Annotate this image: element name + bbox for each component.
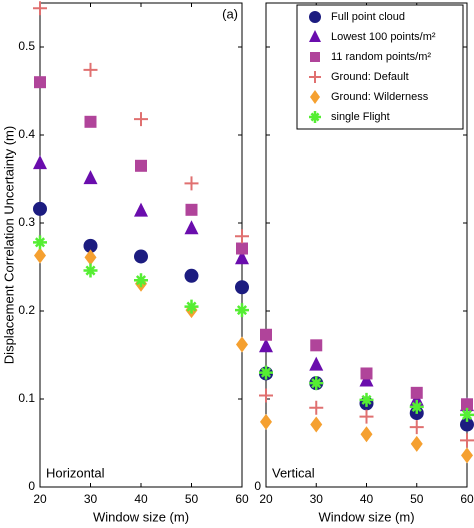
marker — [235, 303, 249, 318]
marker — [184, 299, 199, 314]
marker — [83, 62, 98, 77]
marker — [34, 76, 46, 89]
marker — [460, 433, 474, 448]
marker — [460, 407, 474, 422]
y-axis-label: Displacement Correlation Uncertainty (m) — [1, 126, 16, 364]
y-tick-label: 0.3 — [18, 215, 35, 229]
legend-label: Lowest 100 points/m² — [331, 31, 436, 43]
marker — [83, 263, 98, 278]
legend-marker — [309, 111, 321, 123]
x-axis-label: Window size (m) — [93, 509, 189, 524]
marker — [259, 338, 273, 353]
x-tick-label: 20 — [33, 492, 47, 506]
legend-marker — [309, 11, 321, 23]
legend — [296, 4, 464, 130]
legend-label: single Flight — [331, 111, 390, 123]
x-tick-label: 60 — [460, 492, 474, 506]
x-tick-label: 40 — [134, 492, 148, 506]
marker — [259, 388, 273, 403]
x-tick-label: 20 — [259, 492, 273, 506]
y-tick-label: 0 — [28, 479, 35, 493]
x-tick-label: 30 — [310, 492, 324, 506]
marker — [33, 155, 47, 170]
marker — [310, 339, 323, 352]
y-tick-label: 0 — [254, 479, 261, 493]
marker — [33, 235, 47, 250]
marker — [359, 409, 374, 424]
marker — [461, 398, 473, 411]
x-tick-label: 40 — [360, 492, 374, 506]
marker — [134, 112, 148, 127]
y-tick-label: 0.4 — [18, 127, 35, 141]
marker — [184, 220, 199, 235]
marker — [184, 176, 199, 191]
marker — [360, 426, 373, 443]
y-tick-label: 0.5 — [18, 39, 35, 53]
marker — [84, 115, 97, 128]
marker — [359, 372, 374, 387]
marker — [184, 268, 199, 283]
x-tick-label: 60 — [235, 492, 249, 506]
marker — [310, 416, 323, 433]
legend-marker — [309, 30, 321, 42]
marker — [410, 435, 423, 452]
legend-marker — [309, 71, 321, 83]
marker — [185, 203, 198, 216]
y-tick-label: 0.2 — [18, 303, 35, 317]
legend-label: Ground: Default — [331, 71, 409, 83]
marker — [134, 202, 148, 217]
marker — [259, 365, 273, 380]
marker — [236, 242, 248, 255]
marker — [461, 447, 473, 464]
marker — [260, 413, 272, 430]
marker — [83, 170, 98, 185]
legend-marker — [310, 90, 320, 104]
marker — [33, 1, 47, 16]
legend-label: Full point cloud — [331, 11, 405, 23]
panel-annotation: (a) — [222, 6, 238, 21]
marker — [134, 273, 148, 288]
marker — [460, 417, 474, 432]
marker — [409, 399, 424, 414]
marker — [235, 280, 249, 295]
marker — [235, 250, 249, 265]
marker — [309, 356, 324, 371]
marker — [260, 328, 272, 341]
legend-marker — [310, 52, 320, 62]
marker — [134, 249, 148, 264]
x-tick-label: 50 — [185, 492, 199, 506]
y-tick-label: 0.1 — [18, 391, 35, 405]
plot-frame — [39, 2, 243, 488]
panel-label: Vertical — [272, 465, 315, 480]
marker — [236, 336, 248, 353]
marker — [83, 238, 98, 253]
marker — [309, 376, 324, 391]
x-axis-label: Window size (m) — [318, 509, 414, 524]
marker — [410, 386, 423, 399]
x-tick-label: 50 — [410, 492, 424, 506]
marker — [359, 392, 374, 407]
marker — [309, 400, 324, 415]
marker — [360, 367, 373, 380]
marker — [33, 201, 47, 216]
marker — [135, 159, 147, 172]
x-tick-label: 30 — [84, 492, 98, 506]
panel-label: Horizontal — [46, 465, 105, 480]
marker — [84, 249, 97, 266]
legend-label: Ground: Wilderness — [331, 91, 429, 103]
legend-label: 11 random points/m² — [331, 51, 431, 63]
marker — [409, 420, 424, 435]
marker — [34, 247, 46, 264]
marker — [235, 229, 249, 244]
